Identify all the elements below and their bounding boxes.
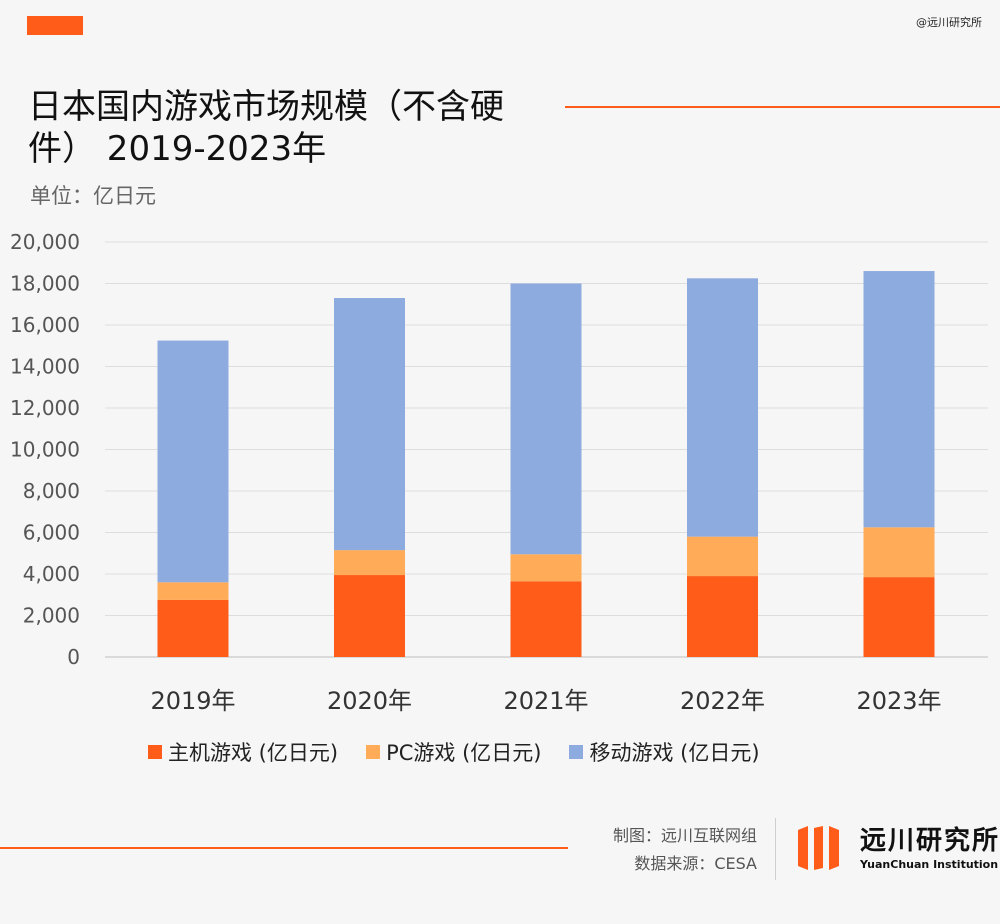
stacked-bar-chart: 0 2,000 4,000 6,000 8,000 10,000 12,000 14,000 1… xyxy=(10,230,988,715)
bar-console-3 xyxy=(510,581,582,657)
logo-text: 远川研究所 YuanChuan Institution xyxy=(860,826,1000,871)
y-axis-tick-labels: 0 2,000 4,000 6,000 8,000 10,000 12,000 14,000 1… xyxy=(10,230,80,669)
y-tick-label: 14,000 xyxy=(10,355,80,379)
y-tick-label: 16,000 xyxy=(10,313,80,337)
footer-accent-line xyxy=(0,847,568,849)
logo-mark-icon xyxy=(798,826,839,870)
bar-mobile-2 xyxy=(334,298,405,551)
x-tick-label: 2020年 xyxy=(327,687,412,715)
y-tick-label: 8,000 xyxy=(23,479,80,503)
bars xyxy=(157,271,935,657)
legend-item-console: 主机游戏 (亿日元) xyxy=(148,737,338,767)
legend-label-pc: PC游戏 (亿日元) xyxy=(386,741,542,765)
bar-pc-1 xyxy=(157,582,229,600)
chart-title: 日本国内游戏市场规模（不含硬件） 2019-2023年 xyxy=(28,87,504,169)
watermark: @远川研究所 xyxy=(916,16,982,29)
bar-console-2 xyxy=(334,575,405,657)
legend-swatch-console xyxy=(148,745,162,759)
unit-label: 单位：亿日元 xyxy=(30,184,156,208)
bar-mobile-1 xyxy=(157,340,229,583)
bar-console-1 xyxy=(157,599,229,657)
top-accent-bar xyxy=(27,16,83,35)
bar-mobile-5 xyxy=(863,271,935,528)
bar-pc-4 xyxy=(687,536,758,577)
y-tick-label: 6,000 xyxy=(23,521,80,545)
y-tick-label: 4,000 xyxy=(23,562,80,586)
y-tick-label: 20,000 xyxy=(10,230,80,254)
legend-item-pc: PC游戏 (亿日元) xyxy=(366,737,541,767)
credit-made-by: 制图：远川互联网组 xyxy=(612,826,757,845)
x-axis-tick-labels: 2019年 2020年 2021年 2022年 2023年 xyxy=(150,687,941,715)
legend-swatch-pc xyxy=(366,745,381,759)
legend-label-console: 主机游戏 (亿日元) xyxy=(168,741,339,765)
bar-pc-5 xyxy=(863,527,935,578)
credits: 制图：远川互联网组 数据来源：CESA xyxy=(613,822,757,878)
x-tick-label: 2021年 xyxy=(503,687,588,715)
bar-pc-2 xyxy=(334,550,405,576)
y-tick-label: 12,000 xyxy=(10,396,80,420)
bar-console-4 xyxy=(687,576,758,657)
x-tick-label: 2019年 xyxy=(150,687,235,715)
legend-swatch-mobile xyxy=(569,745,584,759)
x-tick-label: 2023年 xyxy=(856,687,941,715)
bar-mobile-3 xyxy=(510,283,582,555)
title-accent-line xyxy=(565,106,1000,108)
y-tick-label: 18,000 xyxy=(10,272,80,296)
bar-console-5 xyxy=(863,577,935,657)
y-tick-label: 2,000 xyxy=(23,604,80,628)
credit-source: 数据来源：CESA xyxy=(634,854,757,873)
bar-pc-3 xyxy=(510,554,582,582)
legend: 主机游戏 (亿日元) PC游戏 (亿日元) 移动游戏 (亿日元) xyxy=(148,737,760,767)
logo-name-en: YuanChuan Institution xyxy=(860,858,999,871)
x-tick-label: 2022年 xyxy=(680,687,765,715)
y-tick-label: 10,000 xyxy=(10,438,80,462)
bar-mobile-4 xyxy=(687,278,758,537)
footer-divider xyxy=(775,818,776,880)
legend-label-mobile: 移动游戏 (亿日元) xyxy=(589,741,760,765)
y-tick-label: 0 xyxy=(67,645,80,669)
logo-name-cn: 远川研究所 xyxy=(860,826,1000,856)
legend-item-mobile: 移动游戏 (亿日元) xyxy=(569,737,760,767)
